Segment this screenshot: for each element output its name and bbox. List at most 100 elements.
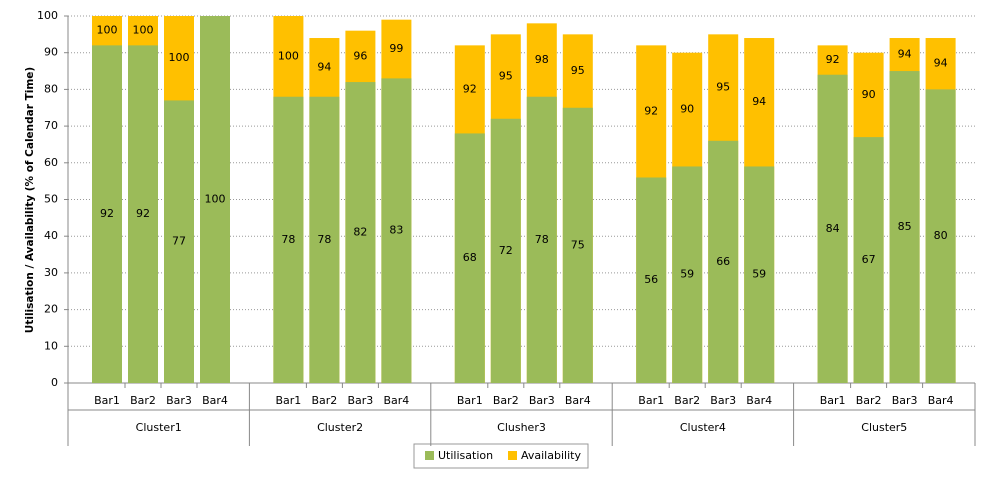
x-tick-label: Bar2	[130, 394, 156, 407]
x-tick-label: Bar1	[638, 394, 664, 407]
data-label: 96	[353, 49, 367, 62]
data-label: 100	[169, 51, 190, 64]
y-tick-label: 30	[44, 266, 58, 279]
x-tick-label: Bar3	[529, 394, 555, 407]
bar	[526, 96, 557, 384]
group-label: Cluster1	[136, 421, 182, 434]
data-label: 92	[100, 207, 114, 220]
legend: Utilisation Availability	[413, 443, 589, 469]
bar	[345, 82, 376, 383]
data-label: 78	[317, 233, 331, 246]
x-tick-label: Bar2	[311, 394, 337, 407]
legend-label: Availability	[521, 449, 581, 462]
data-label: 100	[278, 49, 299, 62]
legend-box	[413, 443, 589, 469]
x-tick-label: Bar1	[275, 394, 301, 407]
data-label: 92	[644, 104, 658, 117]
x-tick-label: Bar2	[493, 394, 519, 407]
data-label: 72	[499, 244, 513, 257]
x-tick-label: Bar2	[674, 394, 700, 407]
x-tick-label: Bar4	[746, 394, 772, 407]
x-tick-label: Bar4	[202, 394, 228, 407]
y-tick-label: 90	[44, 46, 58, 59]
data-label: 59	[680, 268, 694, 281]
data-label: 94	[317, 60, 331, 73]
y-tick-label: 70	[44, 119, 58, 132]
bar	[309, 96, 340, 384]
y-tick-label: 60	[44, 156, 58, 169]
data-label: 85	[898, 220, 912, 233]
group-label: Cluster2	[317, 421, 363, 434]
y-tick-label: 100	[37, 9, 58, 22]
bar	[562, 107, 593, 383]
data-label: 94	[898, 48, 912, 61]
legend-label: Utilisation	[438, 449, 493, 462]
bar	[200, 16, 230, 383]
bar	[708, 140, 739, 383]
bar	[636, 177, 667, 383]
data-label: 66	[716, 255, 730, 268]
data-label: 92	[826, 53, 840, 66]
bar	[744, 166, 775, 383]
data-label: 90	[680, 103, 694, 116]
y-tick-label: 10	[44, 339, 58, 352]
bar	[381, 78, 412, 383]
bar	[889, 71, 920, 384]
x-tick-label: Bar1	[457, 394, 483, 407]
data-label: 75	[571, 238, 585, 251]
y-tick-label: 20	[44, 303, 58, 316]
x-tick-label: Bar3	[710, 394, 736, 407]
y-tick-label: 80	[44, 82, 58, 95]
bar	[454, 133, 485, 383]
data-label: 99	[389, 42, 403, 55]
bar	[164, 100, 194, 383]
x-tick-label: Bar4	[565, 394, 591, 407]
data-label: 77	[172, 235, 186, 248]
bar	[853, 137, 884, 383]
data-label: 56	[644, 273, 658, 286]
bar	[672, 166, 703, 383]
data-label: 92	[463, 82, 477, 95]
x-tick-label: Bar1	[94, 394, 120, 407]
data-label: 95	[571, 64, 585, 77]
x-tick-label: Bar2	[856, 394, 882, 407]
group-label: Clusher3	[497, 421, 546, 434]
data-label: 100	[205, 193, 226, 206]
data-label: 100	[97, 24, 118, 37]
bar	[273, 96, 304, 384]
data-label: 83	[389, 224, 403, 237]
data-label: 92	[136, 207, 150, 220]
x-tick-label: Bar3	[166, 394, 192, 407]
bar	[92, 45, 122, 384]
data-label: 95	[499, 70, 513, 83]
bar	[925, 89, 956, 384]
data-label: 100	[133, 24, 154, 37]
data-label: 59	[752, 268, 766, 281]
y-tick-label: 50	[44, 193, 58, 206]
bar	[817, 74, 848, 383]
data-label: 84	[826, 222, 840, 235]
data-label: 78	[281, 233, 295, 246]
data-label: 78	[535, 233, 549, 246]
x-tick-label: Bar4	[383, 394, 409, 407]
data-label: 94	[934, 57, 948, 70]
data-label: 82	[353, 226, 367, 239]
y-tick-label: 40	[44, 229, 58, 242]
group-label: Cluster4	[680, 421, 726, 434]
data-label: 80	[934, 229, 948, 242]
x-tick-label: Bar3	[892, 394, 918, 407]
data-label: 68	[463, 251, 477, 264]
data-label: 67	[862, 253, 876, 266]
bar	[490, 118, 521, 383]
legend-swatch	[508, 451, 517, 460]
x-tick-label: Bar3	[347, 394, 373, 407]
data-label: 94	[752, 95, 766, 108]
data-label: 95	[716, 81, 730, 94]
group-label: Cluster5	[861, 421, 907, 434]
bar	[128, 45, 158, 384]
data-label: 98	[535, 53, 549, 66]
legend-swatch	[425, 451, 434, 460]
x-tick-label: Bar4	[928, 394, 954, 407]
y-axis-label: Utilisation / Availability (% of Calenda…	[24, 67, 36, 333]
